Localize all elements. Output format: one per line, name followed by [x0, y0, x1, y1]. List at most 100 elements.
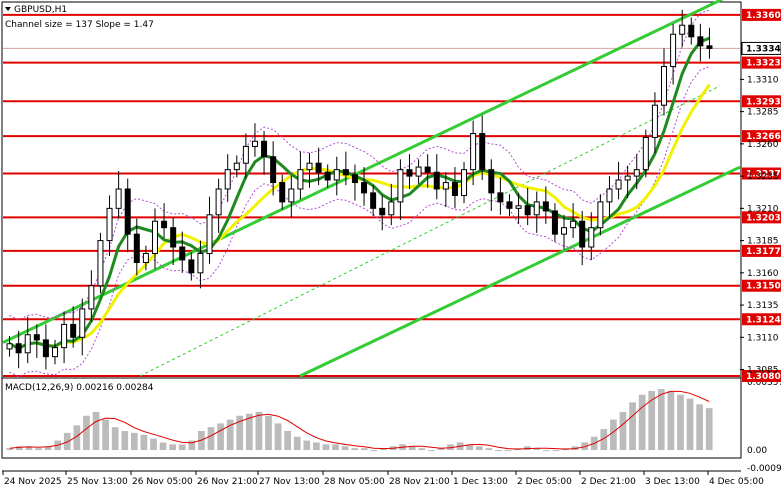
macd-histogram-bar — [686, 398, 694, 451]
candle-body — [170, 227, 177, 248]
candle-body — [551, 210, 558, 235]
macd-histogram-bar — [370, 450, 378, 452]
candle-body — [415, 166, 422, 177]
level-tag — [742, 56, 781, 69]
candle-body — [688, 24, 695, 38]
level-tag — [742, 8, 781, 21]
candle-body — [342, 169, 349, 176]
price-tick-label: 1.3110 — [747, 333, 779, 343]
candle-body — [461, 169, 468, 196]
candle-body — [197, 252, 204, 274]
macd-tick-label: -0.00094 — [747, 464, 781, 474]
candle-body — [324, 171, 331, 181]
macd-histogram-bar — [380, 448, 387, 451]
macd-histogram-bar — [255, 411, 263, 451]
macd-histogram-bar — [677, 394, 684, 451]
macd-histogram-bar — [533, 448, 541, 451]
price-tick-label: 1.3310 — [747, 75, 779, 85]
candle-body — [479, 133, 486, 171]
macd-histogram-bar — [629, 402, 636, 451]
macd-histogram-bar — [236, 415, 244, 451]
macd-signal-line — [9, 390, 710, 450]
level-tag-label: 1.3323 — [746, 59, 781, 69]
candle-body — [406, 169, 413, 177]
candle-body — [151, 220, 158, 254]
candle-body — [315, 162, 322, 173]
candle-body — [6, 343, 13, 350]
candle-body — [588, 227, 595, 248]
current-price-label: 1.3334 — [746, 44, 781, 54]
macd-histogram-bar — [504, 450, 512, 452]
macd-histogram-bar — [159, 442, 167, 451]
macd-histogram-bar — [466, 444, 474, 451]
candle-body — [279, 182, 286, 203]
time-tick-label: 26 Nov 05:00 — [132, 477, 193, 487]
level-tag-label: 1.3177 — [746, 247, 781, 257]
macd-histogram-bar — [657, 389, 665, 451]
candle-body — [615, 179, 622, 190]
candle-body — [488, 169, 495, 194]
candle-body — [24, 334, 31, 354]
level-tag-label: 1.3237 — [746, 170, 781, 180]
time-tick-label: 26 Nov 21:00 — [197, 477, 258, 487]
symbol-dropdown-icon[interactable] — [5, 7, 11, 11]
macd-histogram-bar — [313, 442, 320, 451]
candle-body — [361, 182, 368, 194]
level-tag-label: 1.3150 — [746, 282, 781, 292]
macd-histogram-bar — [178, 444, 186, 451]
candle-body — [288, 188, 295, 203]
candle-body — [597, 201, 604, 229]
macd-histogram-bar — [341, 446, 349, 451]
candle-body — [88, 285, 95, 310]
candle-body — [542, 201, 549, 212]
macd-histogram-bar — [552, 450, 560, 452]
macd-histogram-bar — [332, 444, 339, 451]
candle-body — [570, 220, 577, 229]
macd-histogram-bar — [542, 450, 550, 452]
candle-body — [524, 205, 531, 216]
candle-body — [33, 334, 40, 341]
candle-body — [242, 145, 249, 164]
candle-body — [442, 182, 449, 190]
level-tag — [742, 167, 781, 180]
macd-histogram-bar — [169, 444, 177, 451]
macd-histogram-bar — [102, 419, 109, 451]
macd-histogram-bar — [437, 448, 445, 451]
price-tick-label: 1.3235 — [747, 172, 779, 182]
macd-histogram-bar — [217, 423, 224, 451]
macd-histogram-bar — [226, 419, 234, 451]
candle-body — [42, 339, 49, 358]
time-tick-label: 2 Dec 05:00 — [517, 477, 572, 487]
candle-body — [561, 227, 568, 235]
candle-body — [497, 192, 504, 203]
current-price-tag — [741, 41, 781, 55]
time-tick-label: 25 Nov 13:00 — [67, 477, 128, 487]
price-tick-label: 1.3285 — [747, 108, 779, 118]
candle-body — [142, 252, 149, 264]
channel-upper-line — [2, 0, 723, 344]
candle-body — [651, 104, 658, 138]
candle-body — [506, 201, 513, 209]
candle-body — [470, 133, 477, 171]
macd-histogram-bar — [293, 436, 301, 451]
macd-histogram-bar — [619, 411, 627, 451]
candle-body — [61, 323, 68, 349]
level-tag — [742, 279, 781, 292]
macd-histogram-bar — [284, 431, 291, 451]
level-tag — [742, 370, 781, 382]
candle-body — [697, 36, 704, 47]
macd-histogram-bar — [408, 446, 416, 451]
main-plot-frame — [1, 1, 742, 459]
macd-histogram-bar — [610, 419, 617, 451]
price-tick-label: 1.3160 — [747, 269, 779, 279]
macd-label: MACD(12,26,9) 0.00216 0.00284 — [5, 383, 154, 393]
macd-histogram-bar — [705, 408, 713, 451]
candle-body — [224, 169, 231, 190]
macd-histogram-bar — [35, 448, 42, 451]
time-tick-label: 28 Nov 05:00 — [324, 477, 385, 487]
macd-histogram-bar — [121, 431, 129, 451]
macd-histogram-bar — [111, 427, 119, 451]
time-tick-label: 3 Dec 13:00 — [645, 477, 700, 487]
macd-histogram-bar — [130, 432, 138, 451]
macd-histogram-bar — [475, 446, 483, 451]
